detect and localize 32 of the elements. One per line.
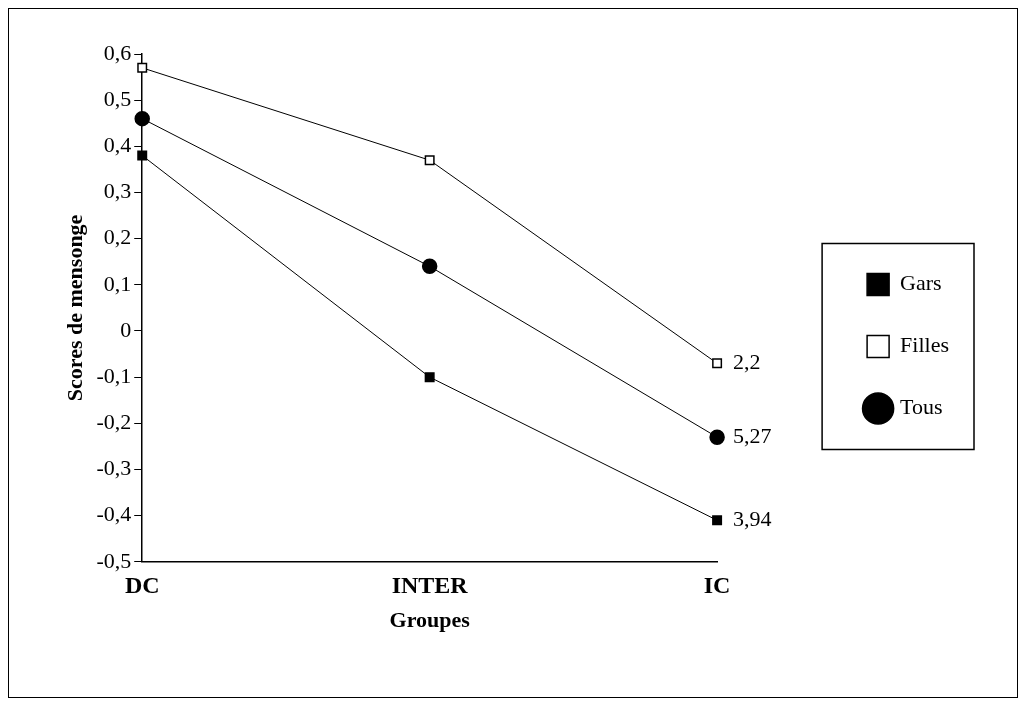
point (712, 358, 723, 369)
legend-label: Tous (900, 394, 943, 420)
annotation: 3,94 (733, 506, 772, 532)
y-tick-label: -0,2 (96, 409, 132, 435)
x-axis-title: Groupes (389, 607, 471, 633)
y-tick-label: 0,6 (103, 39, 132, 65)
y-axis-title: Scores de mensonge (61, 214, 87, 402)
y-tick-label: -0,1 (96, 362, 132, 388)
point (134, 110, 150, 127)
y-tick-label: 0,3 (103, 178, 132, 204)
y-tick-label: -0,3 (96, 455, 132, 481)
y-tick-label: 0 (120, 316, 132, 342)
y-tick-label: 0,5 (103, 85, 132, 111)
point (712, 515, 723, 526)
y-tick-label: 0,1 (103, 270, 132, 296)
y-tick-label: 0,2 (103, 224, 132, 250)
point (424, 155, 435, 166)
point (137, 150, 148, 161)
annotation: 5,27 (733, 422, 772, 448)
point (424, 372, 435, 383)
x-tick-label: INTER (391, 572, 469, 599)
annotation: 2,2 (733, 349, 761, 375)
y-tick-label: 0,4 (103, 132, 132, 158)
point (137, 62, 148, 73)
point (421, 258, 438, 275)
point (709, 429, 725, 445)
x-tick-label: IC (703, 572, 731, 599)
legend-label: Gars (900, 270, 942, 296)
legend-label: Filles (900, 332, 950, 358)
x-tick-label: DC (124, 572, 160, 599)
y-tick-label: -0,4 (96, 501, 132, 527)
y-tick-label: -0,5 (96, 547, 132, 573)
